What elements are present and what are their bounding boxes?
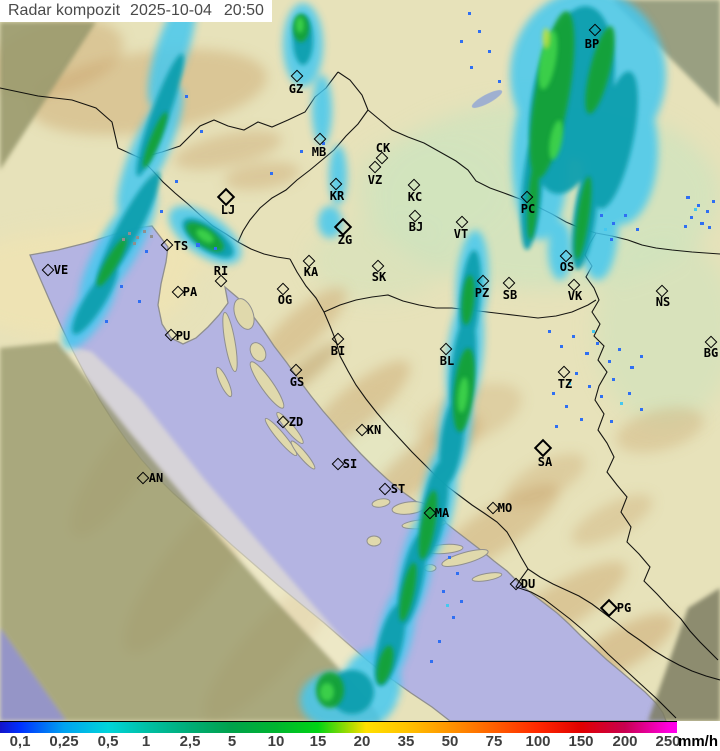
city-label-sb: SB <box>502 288 518 302</box>
lake-balaton <box>471 90 503 108</box>
legend-value-50: 50 <box>441 733 459 750</box>
city-label-pc: PC <box>520 202 536 216</box>
city-label-kr: KR <box>329 189 345 203</box>
radar-echo-bright-layer <box>196 17 563 701</box>
city-label-ri: RI <box>213 264 229 278</box>
city-label-ts: TS <box>173 239 189 253</box>
city-label-gz: GZ <box>288 82 304 96</box>
city-label-bj: BJ <box>408 220 424 234</box>
timestamp-time: 20:50 <box>223 2 264 19</box>
city-label-sk: SK <box>371 270 387 284</box>
city-marker-gz <box>290 69 304 83</box>
city-label-pg: PG <box>616 601 632 615</box>
legend: 0,1 0,25 0,5 1 2,5 5 10 15 20 35 50 75 100 150 200 250 m… <box>0 721 720 751</box>
legend-value-100: 100 <box>525 733 551 750</box>
legend-value-1: 1 <box>141 733 151 750</box>
city-label-bi: BI <box>330 344 346 358</box>
city-label-bl: BL <box>439 354 455 368</box>
city-label-kc: KC <box>407 190 423 204</box>
city-marker-ve <box>41 263 55 277</box>
city-label-zd: ZD <box>288 415 304 429</box>
city-label-tz: TZ <box>557 377 573 391</box>
clutter-speckles <box>122 230 153 245</box>
legend-value-250: 250 <box>655 733 681 750</box>
legend-value-10: 10 <box>267 733 285 750</box>
city-label-pz: PZ <box>474 286 490 300</box>
city-label-bg: BG <box>703 346 719 360</box>
islands <box>215 298 503 582</box>
city-label-st: ST <box>390 482 406 496</box>
city-label-kn: KN <box>366 423 382 437</box>
city-label-pu: PU <box>175 329 191 343</box>
legend-value-15: 15 <box>309 733 327 750</box>
city-label-ve: VE <box>53 263 69 277</box>
product-name: Radar kompozit <box>8 2 121 19</box>
radar-speckles-cyan <box>446 208 697 607</box>
radar-speckles-blue <box>105 12 715 663</box>
legend-color-scale <box>0 721 677 733</box>
legend-value-0_25: 0,25 <box>49 733 79 750</box>
legend-value-0_5: 0,5 <box>97 733 119 750</box>
city-label-vt: VT <box>453 227 469 241</box>
legend-value-2_5: 2,5 <box>179 733 201 750</box>
legend-value-5: 5 <box>227 733 237 750</box>
title-bar: Radar kompozit 2025-10-04 20:50 <box>0 0 272 22</box>
city-label-lj: LJ <box>220 203 236 217</box>
city-marker-bp <box>588 23 602 37</box>
city-marker-st <box>378 482 392 496</box>
city-marker-mb <box>313 132 327 146</box>
city-marker-pg <box>599 598 619 618</box>
city-label-mo: MO <box>497 501 513 515</box>
city-label-og: OG <box>277 293 293 307</box>
city-label-ns: NS <box>655 295 671 309</box>
map-area: GZ BP MB CK VZ KR KC LJ ZG BJ VT PC TS RI KA SK OS VE PA OG… <box>0 0 720 721</box>
city-label-an: AN <box>148 471 164 485</box>
city-markers-layer: GZ BP MB CK VZ KR KC LJ ZG BJ VT PC TS RI KA SK OS VE PA OG… <box>41 23 719 618</box>
city-label-zg: ZG <box>337 233 353 247</box>
timestamp-date: 2025-10-04 <box>130 2 212 19</box>
city-label-ma: MA <box>434 506 450 520</box>
city-label-mb: MB <box>311 145 327 159</box>
legend-value-75: 75 <box>485 733 503 750</box>
legend-unit: mm/h <box>677 733 719 750</box>
city-label-vz: VZ <box>367 173 383 187</box>
legend-labels: 0,1 0,25 0,5 1 2,5 5 10 15 20 35 50 75 100 150 200 250 m… <box>0 733 720 751</box>
city-label-sa: SA <box>537 455 553 469</box>
radar-echo-green-layer <box>97 11 615 708</box>
legend-value-0_1: 0,1 <box>9 733 31 750</box>
city-label-gs: GS <box>289 375 305 389</box>
city-label-pa: PA <box>182 285 198 299</box>
city-label-bp: BP <box>584 37 600 51</box>
city-label-du: DU <box>520 577 536 591</box>
city-label-ka: KA <box>303 265 319 279</box>
city-label-si: SI <box>342 457 358 471</box>
city-marker-zd <box>276 415 290 429</box>
city-marker-an <box>136 471 150 485</box>
legend-value-35: 35 <box>397 733 415 750</box>
city-label-vk: VK <box>567 289 583 303</box>
map-svg <box>0 0 720 721</box>
legend-value-20: 20 <box>353 733 371 750</box>
legend-value-150: 150 <box>568 733 594 750</box>
city-marker-ts <box>160 238 174 252</box>
city-label-os: OS <box>559 260 575 274</box>
city-label-ck: CK <box>375 141 391 155</box>
legend-value-200: 200 <box>612 733 638 750</box>
